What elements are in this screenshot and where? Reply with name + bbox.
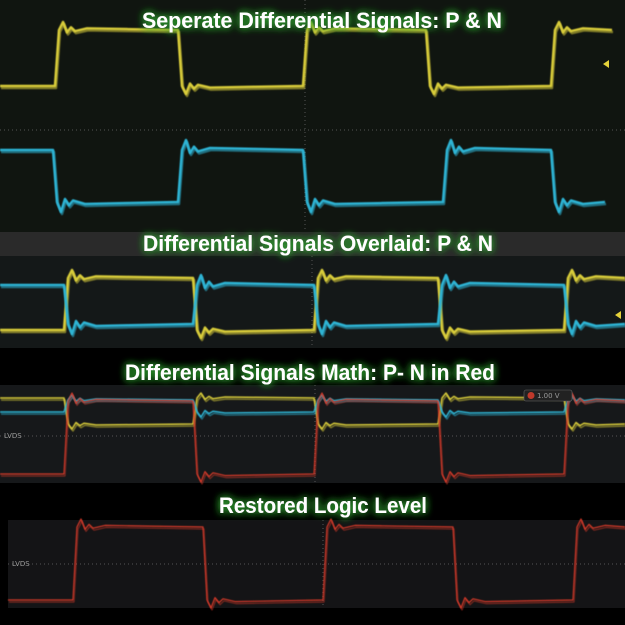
waveform [1, 394, 625, 485]
channel-icon [527, 392, 535, 399]
waveform [9, 520, 625, 611]
reference-label: LVDS [4, 432, 22, 440]
waveform [1, 140, 607, 216]
level-marker [615, 311, 621, 319]
panel-title: Restored Logic Level [219, 493, 427, 518]
scale-label: 1.00 V [537, 392, 560, 400]
waveform [1, 22, 614, 98]
title-band [0, 232, 625, 256]
reference-label: LVDS [12, 560, 30, 568]
waveform [1, 270, 625, 342]
panel-2 [0, 256, 625, 348]
panel-1 [0, 0, 625, 232]
panel-title: Differential Signals Overlaid: P & N [143, 231, 493, 256]
scale-box [523, 389, 573, 402]
waveform [1, 275, 625, 338]
waveform [1, 394, 625, 432]
level-marker [603, 60, 609, 68]
panel-title: Differential Signals Math: P- N in Red [125, 360, 495, 385]
panel-title: Seperate Differential Signals: P & N [142, 8, 502, 33]
